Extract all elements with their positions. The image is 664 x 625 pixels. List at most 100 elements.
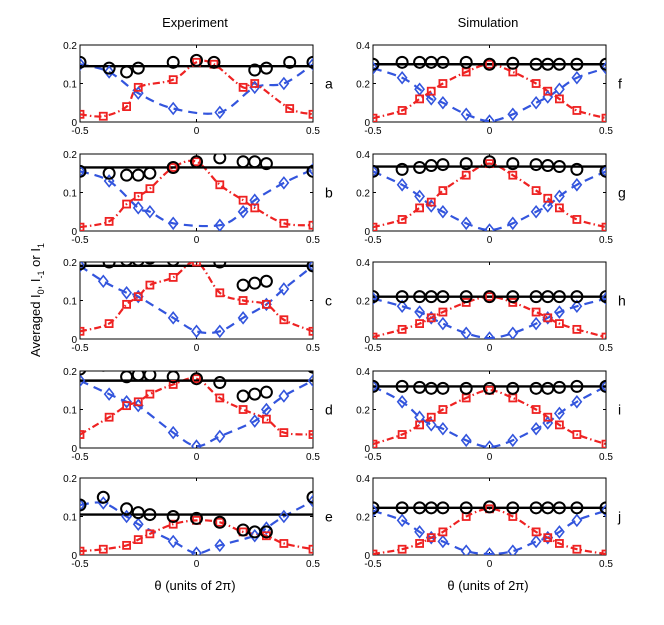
marker-i-minus-1 [121, 286, 133, 300]
marker-i-1 [104, 216, 114, 226]
x-tick-label: 0 [487, 126, 493, 137]
marker-i-minus-1 [80, 164, 86, 179]
marker-i-minus-1 [530, 95, 542, 110]
marker-i-1 [531, 307, 541, 317]
marker-i0 [166, 371, 180, 384]
panel-i: 00.20.4-0.5 0 0.5i [356, 367, 621, 463]
marker-i0 [248, 525, 262, 539]
x-tick-label: 0.5 [599, 559, 613, 570]
marker-i-1 [168, 163, 178, 172]
x-tick-label: -0.5 [364, 235, 382, 246]
marker-i0 [395, 501, 409, 515]
marker-i0 [96, 490, 110, 504]
marker-i-1 [308, 544, 313, 554]
marker-i-minus-1 [373, 164, 379, 179]
curve-i-1 [80, 377, 313, 436]
marker-i-minus-1 [237, 204, 249, 219]
marker-i0 [436, 381, 450, 395]
y-tick-label: 0.2 [63, 258, 77, 269]
marker-i-minus-1 [249, 528, 261, 543]
curve-i-minus-1 [80, 379, 313, 448]
marker-i0 [166, 55, 180, 69]
marker-i0 [506, 290, 520, 304]
x-tick-label: -0.5 [71, 343, 89, 354]
marker-i0 [306, 262, 313, 273]
marker-i-1 [543, 313, 553, 323]
marker-i0 [102, 61, 116, 75]
marker-i0 [436, 158, 450, 172]
marker-i-1 [555, 539, 564, 548]
curve-i-1 [80, 59, 313, 118]
y-tick-label: 0 [364, 118, 370, 129]
curve-i-1 [80, 159, 313, 229]
marker-i-1 [508, 298, 518, 307]
marker-i-1 [192, 262, 201, 267]
marker-i-minus-1 [530, 204, 542, 219]
marker-i-1 [426, 533, 436, 543]
marker-i-1 [215, 180, 225, 190]
marker-i0 [80, 498, 87, 512]
marker-i-1 [238, 405, 248, 414]
marker-i-1 [461, 170, 471, 180]
curve-i-1 [373, 63, 606, 120]
marker-i-1 [415, 203, 425, 213]
marker-i-1 [285, 104, 295, 113]
marker-i-1 [308, 430, 313, 439]
curve-i-1 [373, 389, 606, 446]
x-tick-label: 0 [487, 343, 493, 354]
y-tick-label: 0.4 [356, 150, 370, 161]
marker-i0 [395, 290, 409, 304]
marker-i0 [599, 379, 606, 393]
plot-area [373, 500, 606, 555]
x-tick-label: -0.5 [71, 235, 89, 246]
axes-box [79, 261, 314, 340]
y-tick-label: 0 [71, 227, 77, 238]
panel-label: g [618, 185, 626, 201]
marker-i-1 [80, 546, 85, 555]
marker-i0 [424, 55, 438, 69]
marker-i-minus-1 [191, 439, 202, 448]
marker-i0 [373, 57, 380, 71]
panel-e: 00.10.2-0.5 0 0.5e [63, 474, 333, 570]
marker-i-1 [133, 292, 143, 302]
marker-i-minus-1 [553, 189, 565, 204]
marker-i-minus-1 [571, 70, 583, 85]
marker-i0 [259, 385, 273, 399]
y-tick-label: 0.4 [356, 474, 370, 485]
marker-i-minus-1 [437, 95, 449, 110]
marker-i-minus-1 [600, 503, 606, 518]
curve-i-minus-1 [373, 170, 606, 231]
marker-i-minus-1 [484, 547, 495, 555]
marker-i-minus-1 [396, 70, 408, 85]
marker-i0 [599, 164, 606, 178]
marker-i-1 [145, 184, 155, 194]
marker-i-1 [122, 102, 131, 111]
marker-i-1 [373, 113, 378, 122]
marker-i-1 [145, 280, 155, 290]
marker-i-1 [261, 414, 271, 424]
marker-i-1 [279, 428, 289, 438]
panel-a: 00.10.2-0.5 0 0.5a [63, 41, 333, 137]
x-tick-label: 0 [194, 126, 200, 137]
marker-i0 [131, 506, 145, 520]
marker-i-1 [215, 517, 225, 527]
marker-i-minus-1 [278, 176, 290, 190]
marker-i-1 [415, 539, 425, 548]
y-tick-label: 0.2 [63, 474, 77, 485]
marker-i0 [373, 501, 380, 515]
marker-i-1 [415, 319, 425, 329]
marker-i0 [506, 501, 520, 515]
marker-i0 [459, 501, 473, 515]
x-tick-label: 0.5 [306, 126, 320, 137]
marker-i-minus-1 [507, 326, 519, 339]
marker-i-minus-1 [425, 92, 437, 106]
y-tick-label: 0.4 [356, 367, 370, 378]
marker-i-minus-1 [460, 433, 472, 448]
marker-i-1 [601, 222, 606, 231]
marker-i0 [143, 508, 157, 522]
marker-i-minus-1 [396, 513, 408, 528]
marker-i0 [570, 290, 584, 304]
marker-i-minus-1 [530, 534, 542, 549]
panel-label: b [325, 185, 333, 201]
marker-i0 [131, 61, 145, 75]
